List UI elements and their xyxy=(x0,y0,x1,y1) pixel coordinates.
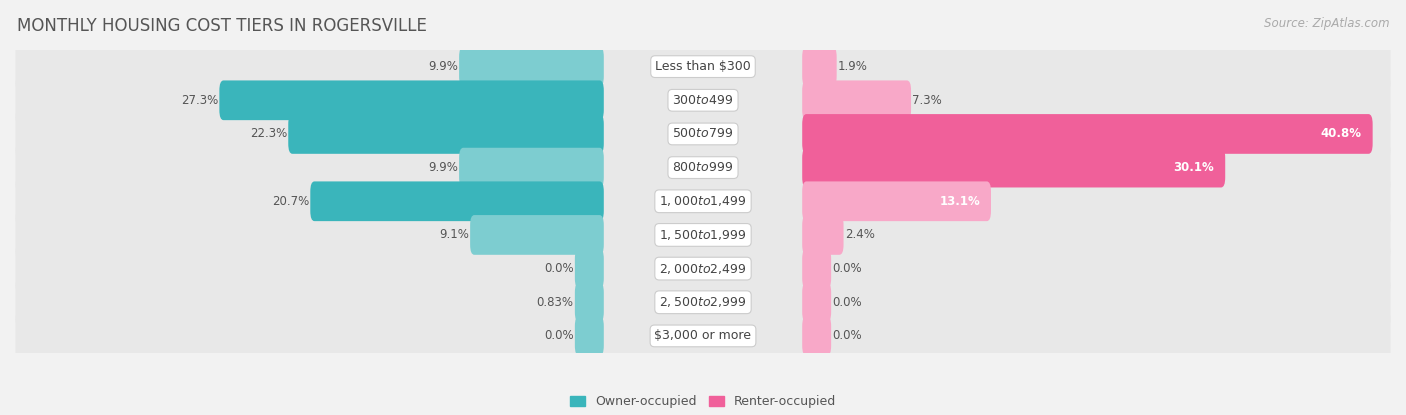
Text: 7.3%: 7.3% xyxy=(912,94,942,107)
Text: $800 to $999: $800 to $999 xyxy=(672,161,734,174)
Text: $1,500 to $1,999: $1,500 to $1,999 xyxy=(659,228,747,242)
FancyBboxPatch shape xyxy=(460,148,603,188)
FancyBboxPatch shape xyxy=(15,212,1391,258)
Text: 0.0%: 0.0% xyxy=(832,296,862,309)
FancyBboxPatch shape xyxy=(575,316,603,356)
FancyBboxPatch shape xyxy=(470,215,603,255)
Text: MONTHLY HOUSING COST TIERS IN ROGERSVILLE: MONTHLY HOUSING COST TIERS IN ROGERSVILL… xyxy=(17,17,427,34)
Text: 0.0%: 0.0% xyxy=(544,262,574,275)
FancyBboxPatch shape xyxy=(803,81,911,120)
FancyBboxPatch shape xyxy=(15,145,1391,190)
Text: 1.9%: 1.9% xyxy=(838,60,868,73)
Text: $2,500 to $2,999: $2,500 to $2,999 xyxy=(659,295,747,309)
FancyBboxPatch shape xyxy=(803,148,1225,188)
Text: $3,000 or more: $3,000 or more xyxy=(655,330,751,342)
FancyBboxPatch shape xyxy=(803,316,831,356)
Text: 9.1%: 9.1% xyxy=(439,228,468,242)
FancyBboxPatch shape xyxy=(803,282,831,322)
FancyBboxPatch shape xyxy=(803,215,844,255)
Text: 0.83%: 0.83% xyxy=(537,296,574,309)
Text: 0.0%: 0.0% xyxy=(832,262,862,275)
FancyBboxPatch shape xyxy=(803,181,991,221)
Text: 2.4%: 2.4% xyxy=(845,228,875,242)
FancyBboxPatch shape xyxy=(15,279,1391,325)
Text: 20.7%: 20.7% xyxy=(271,195,309,208)
FancyBboxPatch shape xyxy=(15,44,1391,90)
Text: 40.8%: 40.8% xyxy=(1320,127,1361,140)
FancyBboxPatch shape xyxy=(15,78,1391,123)
FancyBboxPatch shape xyxy=(803,249,831,288)
FancyBboxPatch shape xyxy=(15,178,1391,224)
Text: $300 to $499: $300 to $499 xyxy=(672,94,734,107)
Text: 27.3%: 27.3% xyxy=(181,94,218,107)
Text: 0.0%: 0.0% xyxy=(832,330,862,342)
Text: 22.3%: 22.3% xyxy=(250,127,287,140)
FancyBboxPatch shape xyxy=(803,47,837,86)
Text: $1,000 to $1,499: $1,000 to $1,499 xyxy=(659,194,747,208)
FancyBboxPatch shape xyxy=(288,114,603,154)
Text: 13.1%: 13.1% xyxy=(939,195,980,208)
Text: Less than $300: Less than $300 xyxy=(655,60,751,73)
FancyBboxPatch shape xyxy=(460,47,603,86)
Text: $2,000 to $2,499: $2,000 to $2,499 xyxy=(659,261,747,276)
Text: 9.9%: 9.9% xyxy=(427,161,458,174)
Text: $500 to $799: $500 to $799 xyxy=(672,127,734,140)
FancyBboxPatch shape xyxy=(15,313,1391,359)
Legend: Owner-occupied, Renter-occupied: Owner-occupied, Renter-occupied xyxy=(565,390,841,413)
Text: Source: ZipAtlas.com: Source: ZipAtlas.com xyxy=(1264,17,1389,29)
FancyBboxPatch shape xyxy=(15,111,1391,157)
Text: 30.1%: 30.1% xyxy=(1174,161,1215,174)
Text: 0.0%: 0.0% xyxy=(544,330,574,342)
FancyBboxPatch shape xyxy=(311,181,603,221)
FancyBboxPatch shape xyxy=(803,114,1372,154)
Text: 9.9%: 9.9% xyxy=(427,60,458,73)
FancyBboxPatch shape xyxy=(15,246,1391,291)
FancyBboxPatch shape xyxy=(575,249,603,288)
FancyBboxPatch shape xyxy=(575,282,603,322)
FancyBboxPatch shape xyxy=(219,81,603,120)
